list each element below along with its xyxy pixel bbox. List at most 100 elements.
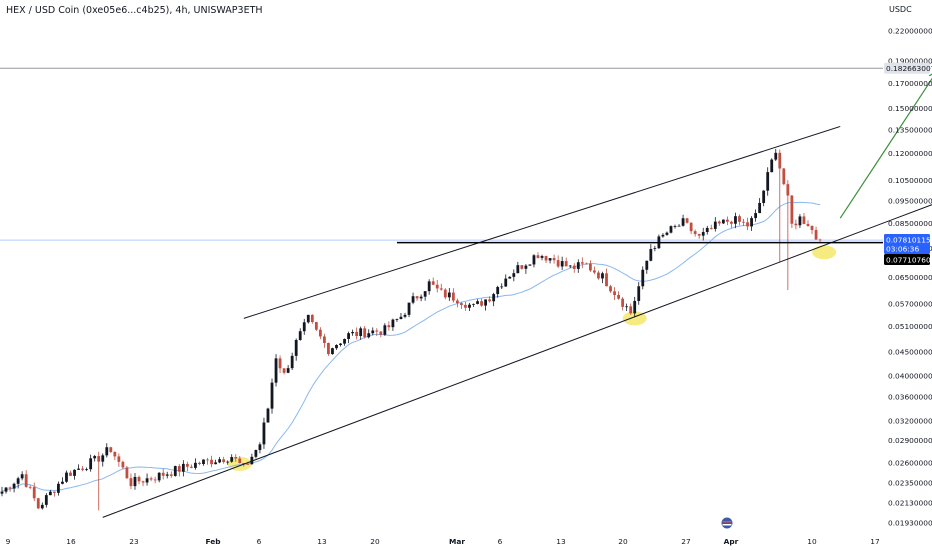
candle-body (540, 256, 544, 258)
candle-body (580, 262, 584, 264)
time-axis-label: 6 (257, 537, 262, 546)
last-price-tag-countdown: 03:06:36 (886, 244, 919, 253)
candle-body (169, 474, 173, 476)
moving-average-line (1, 201, 821, 493)
candle-body (484, 299, 487, 306)
candle-body (173, 466, 177, 476)
candle-body (403, 314, 407, 317)
price-axis-label: 0.1050000000 (888, 176, 932, 185)
candle-body (97, 456, 101, 462)
candle-body (818, 239, 822, 241)
candle-body (40, 504, 44, 509)
candle-body (669, 226, 673, 233)
candle-body (742, 221, 745, 223)
candle-body (109, 447, 113, 452)
candle-body (770, 159, 774, 173)
candle-body (443, 289, 447, 298)
price-axis-label: 0.1200000000 (888, 149, 932, 158)
candle-body (69, 472, 72, 476)
channel-upper-line[interactable] (243, 125, 841, 319)
support-touch-highlight (812, 245, 837, 260)
candle-body (52, 491, 56, 493)
candle-body (814, 230, 818, 240)
channel-lower-line[interactable] (102, 186, 932, 518)
projection-arrow-line[interactable] (839, 71, 932, 219)
candle-body (629, 306, 633, 314)
candle-body (258, 444, 262, 451)
candle-body (278, 358, 282, 369)
candle-body (133, 476, 137, 487)
target-price-tag-label: 0.1826630079 (886, 64, 932, 73)
candle-body (246, 464, 250, 465)
candle-body (790, 195, 794, 224)
candle-body (24, 474, 28, 487)
candle-body (323, 336, 326, 343)
candle-body (609, 286, 612, 292)
candle-body (371, 330, 375, 334)
candle-body (427, 281, 431, 292)
candle-body (101, 455, 105, 462)
candle-body (125, 467, 129, 479)
candle-body (343, 338, 346, 344)
candle-body (77, 468, 80, 470)
event-flag-icon[interactable] (721, 517, 733, 529)
candle-body (625, 306, 629, 308)
candle-body (758, 202, 762, 214)
candle-body (568, 265, 572, 267)
candle-body (141, 481, 145, 483)
candle-body (601, 273, 604, 279)
candle-body (778, 152, 782, 169)
candle-body (665, 232, 669, 235)
candle-body (347, 333, 350, 339)
candle-body (653, 248, 657, 250)
candle-body (177, 466, 181, 472)
candle-body (556, 260, 560, 267)
candle-body (165, 474, 169, 476)
candle-body (423, 291, 427, 297)
candle-body (548, 258, 552, 261)
candle-body (383, 325, 387, 335)
candle-body (782, 168, 786, 185)
time-axis-label: 10 (807, 537, 817, 546)
candle-body (16, 478, 20, 484)
candle-body (488, 299, 492, 302)
candle-body (113, 451, 117, 457)
candle-body (367, 333, 371, 338)
candle-body (464, 304, 467, 308)
time-axis-label: Feb (205, 537, 220, 546)
candle-body (181, 463, 185, 472)
time-axis-label: 20 (370, 537, 380, 546)
price-axis-label: 0.0450000000 (888, 347, 932, 356)
candle-body (93, 456, 97, 459)
candle-body (254, 450, 258, 457)
price-unit-label: USDC (889, 5, 912, 14)
candle-body (439, 288, 443, 290)
candle-body (415, 296, 419, 299)
candle-body (431, 281, 435, 285)
candle-body (274, 358, 278, 383)
candle-body (81, 468, 84, 470)
candle-body (798, 216, 802, 226)
price-axis-label: 0.0510000000 (888, 322, 932, 331)
candle-body (89, 458, 93, 470)
candle-body (48, 491, 52, 496)
candle-body (137, 476, 141, 482)
candle-body (230, 457, 234, 462)
candle-body (129, 478, 133, 487)
time-axis-label: 27 (681, 537, 691, 546)
candle-body (681, 218, 685, 226)
candle-body (504, 278, 508, 287)
candle-body (496, 287, 500, 295)
candle-body (327, 342, 330, 355)
price-axis-label: 0.0570000000 (888, 300, 932, 309)
candle-body (399, 316, 403, 320)
candle-body (266, 408, 270, 423)
candle-body (149, 478, 153, 480)
candle-body (726, 219, 729, 222)
candle-body (597, 272, 600, 279)
candle-body (633, 300, 637, 314)
candle-body (645, 260, 649, 270)
candle-body (512, 273, 516, 277)
candle-body (28, 486, 32, 488)
